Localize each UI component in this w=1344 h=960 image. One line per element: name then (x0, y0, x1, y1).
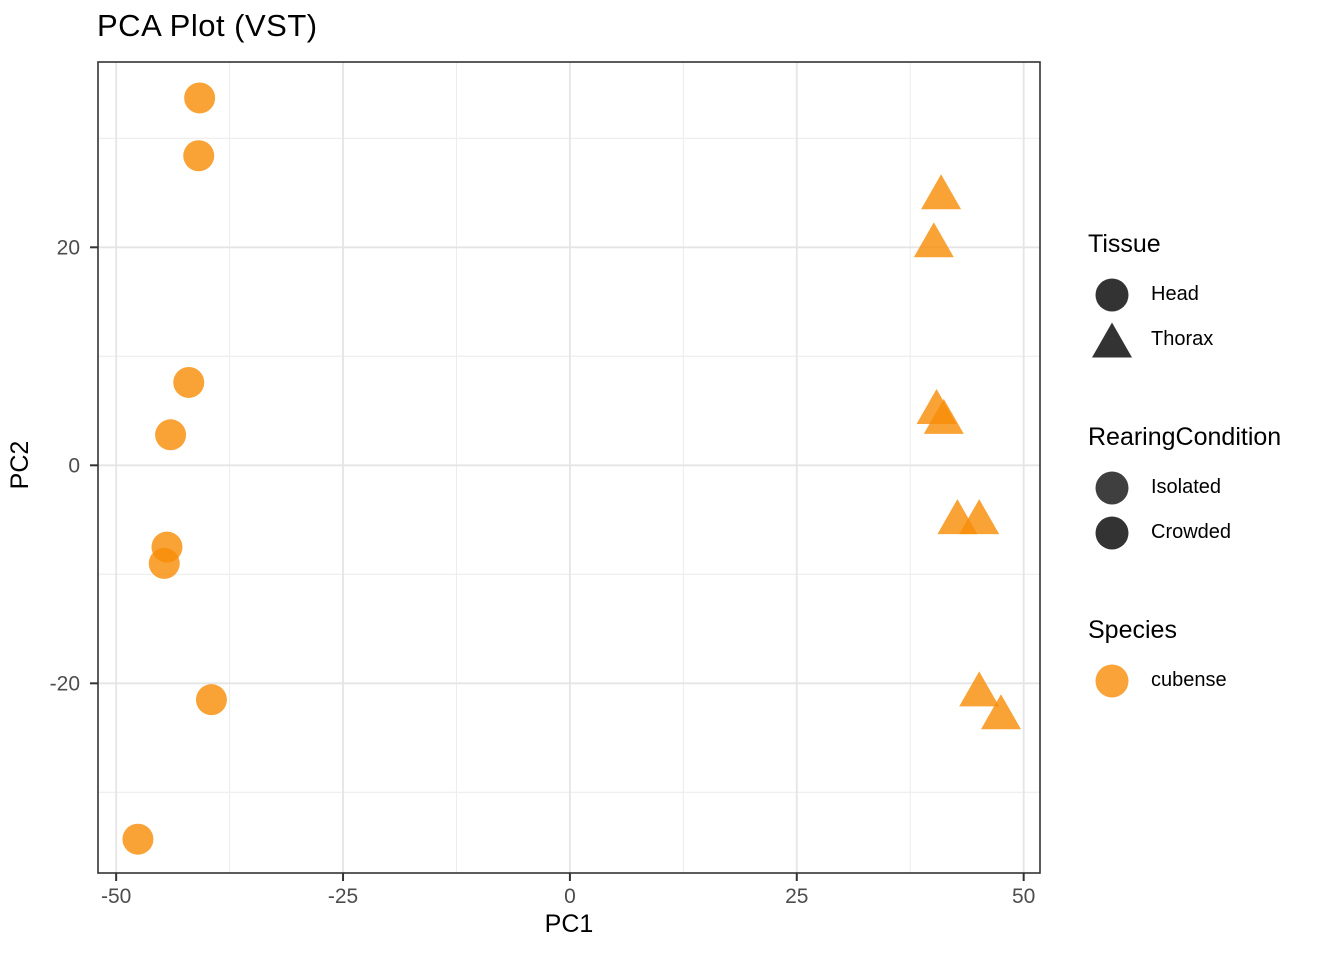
y-tick-label: 0 (68, 454, 80, 477)
x-tick-label: -25 (328, 885, 358, 908)
legend-circle-icon (1095, 278, 1129, 311)
data-point-head (148, 547, 180, 579)
legend-item-label: Isolated (1151, 476, 1222, 498)
x-tick-label: 25 (785, 885, 808, 908)
y-tick-label: 20 (57, 236, 80, 259)
legend-group-rearingcondition: RearingCondition Isolated Crowded (1082, 423, 1344, 555)
data-point-head (173, 366, 205, 398)
legend-circle-icon (1095, 516, 1129, 549)
data-point-thorax (923, 398, 964, 434)
legend-item-label: cubense (1151, 669, 1227, 691)
data-point-head (195, 684, 227, 716)
data-point-thorax (959, 671, 1000, 707)
legend-glyph-shape (1095, 664, 1129, 697)
legend-group-title: RearingCondition (1088, 423, 1282, 451)
legend: Tissue Head Thorax RearingCondition Isolated… (1082, 0, 1344, 960)
x-axis-title: PC1 (544, 910, 594, 938)
panel-background (98, 62, 1040, 873)
legend-group-tissue: Tissue Head Thorax (1082, 230, 1344, 362)
y-axis-title: PC2 (6, 440, 34, 490)
legend-group-title: Species (1088, 616, 1177, 644)
y-tick-label: -20 (50, 672, 80, 695)
data-point-thorax (913, 222, 954, 258)
data-point-thorax (980, 694, 1021, 730)
legend-item-crowded: Crowded (1082, 510, 1344, 555)
legend-item-isolated: Isolated (1082, 465, 1344, 510)
data-point-thorax (921, 174, 962, 210)
data-point-thorax (959, 499, 1000, 535)
legend-group-species: Species cubense (1082, 616, 1344, 703)
legend-circle-icon (1095, 664, 1129, 697)
plot-title: PCA Plot (VST) (97, 8, 318, 43)
legend-glyph-shape (1095, 471, 1129, 504)
legend-triangle-icon (1092, 322, 1132, 357)
x-tick-label: 0 (564, 885, 576, 908)
legend-item-cubense: cubense (1082, 658, 1344, 703)
data-point-head (183, 140, 215, 172)
legend-group-title: Tissue (1088, 230, 1161, 258)
legend-glyph-shape (1095, 278, 1129, 311)
x-tick-label: 50 (1012, 885, 1035, 908)
legend-glyph-shape (1092, 322, 1132, 357)
data-point-head (155, 419, 187, 451)
data-point-head (184, 82, 216, 114)
legend-item-label: Head (1151, 283, 1199, 305)
legend-item-label: Crowded (1151, 521, 1232, 543)
legend-item-head: Head (1082, 272, 1344, 317)
x-tick-label: -50 (101, 885, 131, 908)
legend-glyph-shape (1095, 516, 1129, 549)
legend-circle-icon (1095, 471, 1129, 504)
data-point-head (122, 823, 154, 855)
legend-item-thorax: Thorax (1082, 317, 1344, 362)
legend-item-label: Thorax (1151, 328, 1214, 350)
